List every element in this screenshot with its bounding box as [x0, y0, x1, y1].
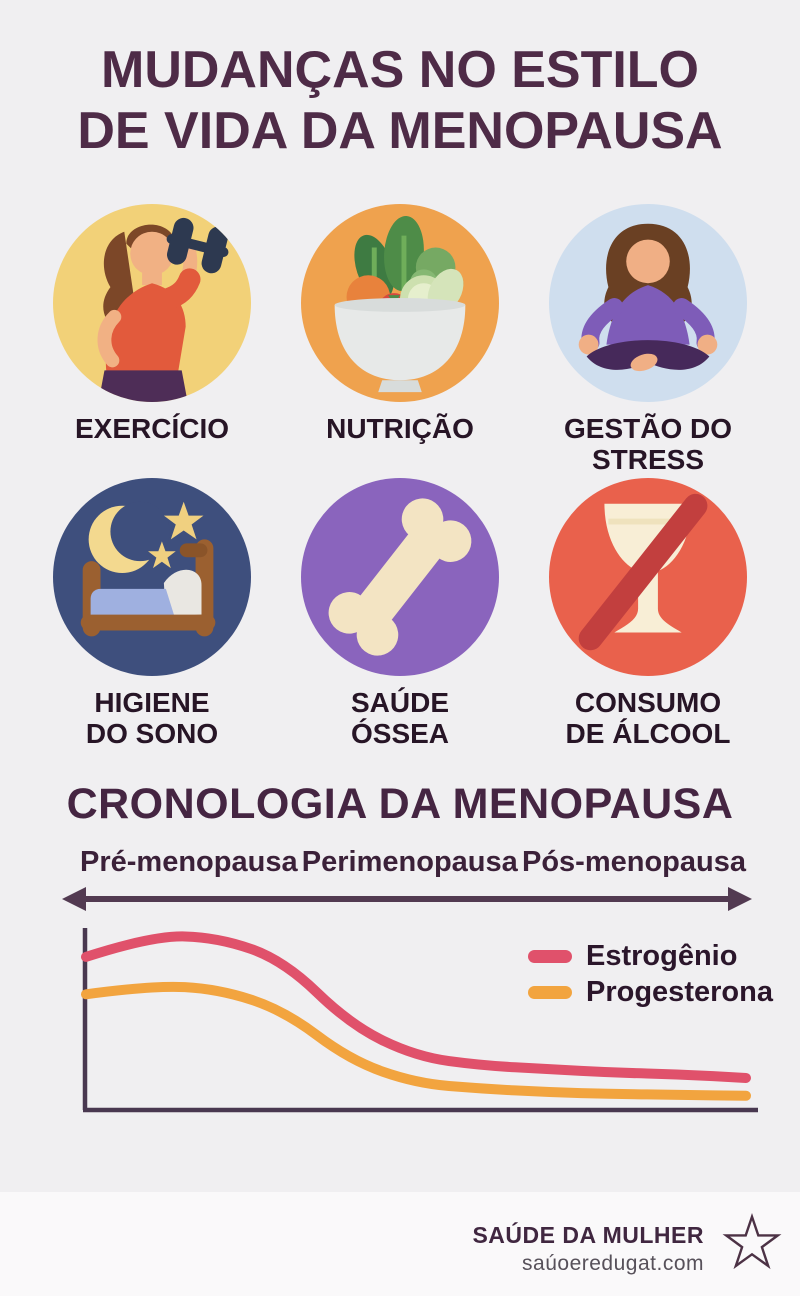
footer-website: saúoeredugat.com	[522, 1252, 704, 1275]
lifestyle-item-label: SAÚDE ÓSSEA	[350, 687, 450, 749]
estrogenio-swatch-icon	[528, 949, 572, 963]
page-title: MUDANÇAS NO ESTILO DE VIDA DA MENOPAUSA	[77, 41, 723, 161]
no-alcohol-icon	[549, 478, 747, 676]
progesterona-curve	[81, 981, 751, 1101]
star-outline-icon	[722, 1213, 782, 1270]
salad-bowl-icon	[301, 204, 499, 402]
lifestyle-item-label: GESTÃO DO STRESS	[563, 413, 732, 475]
timeline-arrow-icon	[62, 887, 752, 911]
legend-label: Progesterona	[586, 975, 773, 1008]
chart-legend: Estrogênio Progesterona	[528, 938, 773, 1010]
bone-icon	[301, 478, 499, 676]
stage-pre-menopausa: Pré-menopausa	[80, 846, 298, 878]
hormone-chart	[81, 928, 758, 1113]
lifestyle-item-label: HIGIENE DO SONO	[85, 687, 219, 749]
stage-perimenopausa: Perimenopausa	[301, 846, 518, 878]
timeline-heading: CRONOLOGIA DA MENOPAUSA	[66, 780, 734, 828]
footer-text: SAÚDE DA MULHER saúoeredugat.com	[472, 1222, 704, 1276]
lifestyle-row-2: HIGIENE DO SONO SAÚDE ÓSSEA	[28, 478, 772, 750]
stage-pos-menopausa: Pós-menopausa	[522, 846, 746, 878]
legend-label: Estrogênio	[586, 939, 738, 972]
footer-brand: SAÚDE DA MULHER	[472, 1222, 704, 1248]
lifestyle-item-exercicio: EXERCÍCIO	[28, 204, 276, 476]
lifestyle-row-1: EXERCÍCIO	[28, 204, 772, 476]
lifestyle-item-label: CONSUMO DE ÁLCOOL	[565, 687, 731, 749]
timeline-stages: Pré-menopausa Perimenopausa Pós-menopaus…	[80, 846, 746, 879]
lifestyle-item-consumo-de-alcool: CONSUMO DE ÁLCOOL	[524, 478, 772, 750]
lifestyle-item-gestao-do-stress: GESTÃO DO STRESS	[524, 204, 772, 476]
legend-item-estrogenio: Estrogênio	[528, 938, 773, 974]
lifestyle-item-label: NUTRIÇÃO	[326, 413, 474, 444]
exercise-dumbbell-icon	[53, 204, 251, 402]
estrogenio-curve	[81, 931, 751, 1083]
lifestyle-item-label: EXERCÍCIO	[74, 413, 230, 444]
lifestyle-item-higiene-do-sono: HIGIENE DO SONO	[28, 478, 276, 750]
progesterona-swatch-icon	[528, 985, 572, 999]
footer-band	[0, 1192, 800, 1296]
lifestyle-item-nutricao: NUTRIÇÃO	[276, 204, 524, 476]
meditation-icon	[549, 204, 747, 402]
legend-item-progesterona: Progesterona	[528, 974, 773, 1010]
lifestyle-item-saude-ossea: SAÚDE ÓSSEA	[276, 478, 524, 750]
sleep-bed-icon	[53, 478, 251, 676]
